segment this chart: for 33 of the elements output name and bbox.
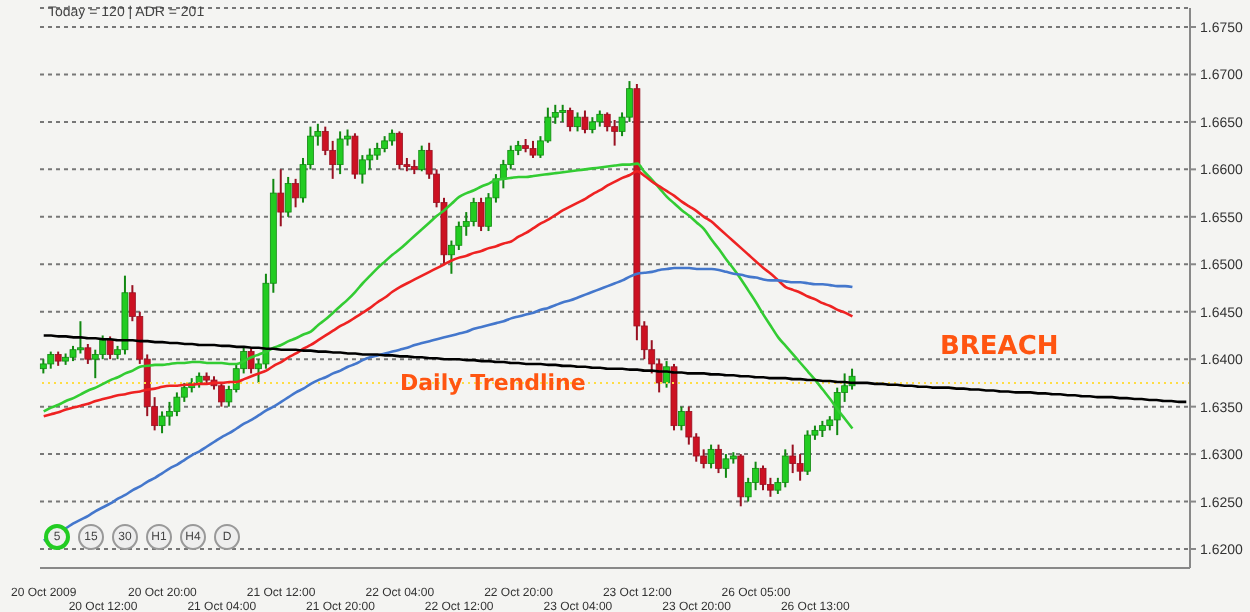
- candlestick: [611, 119, 619, 147]
- candlestick: [789, 443, 797, 475]
- candlestick: [277, 168, 285, 228]
- candlestick: [158, 410, 166, 435]
- candlestick: [722, 453, 730, 479]
- candlestick: [804, 429, 811, 476]
- candlestick: [173, 391, 181, 418]
- candlestick: [581, 109, 589, 135]
- annotation: BREACH: [940, 332, 1059, 362]
- candlestick: [796, 453, 804, 482]
- candlestick: [715, 443, 722, 475]
- candlestick: [77, 320, 84, 355]
- candlestick: [678, 405, 685, 432]
- candlestick: [418, 144, 426, 173]
- candlestick: [396, 130, 403, 171]
- candlestick: [358, 154, 366, 185]
- candlestick: [574, 111, 581, 133]
- candlestick: [84, 343, 92, 365]
- candlestick: [351, 132, 359, 180]
- candlestick: [106, 335, 114, 361]
- candlestick: [477, 196, 485, 233]
- annotation: Daily Trendline: [400, 370, 586, 396]
- candlestick: [737, 453, 745, 508]
- candlestick: [781, 448, 789, 489]
- candlestick: [759, 464, 767, 492]
- candlestick: [470, 196, 478, 228]
- candlestick: [166, 400, 173, 427]
- candlestick: [218, 381, 225, 408]
- candlestick: [336, 130, 344, 176]
- candlestick: [566, 106, 574, 133]
- candlestick: [292, 177, 299, 209]
- candlestick: [284, 175, 292, 218]
- candlestick: [707, 443, 715, 470]
